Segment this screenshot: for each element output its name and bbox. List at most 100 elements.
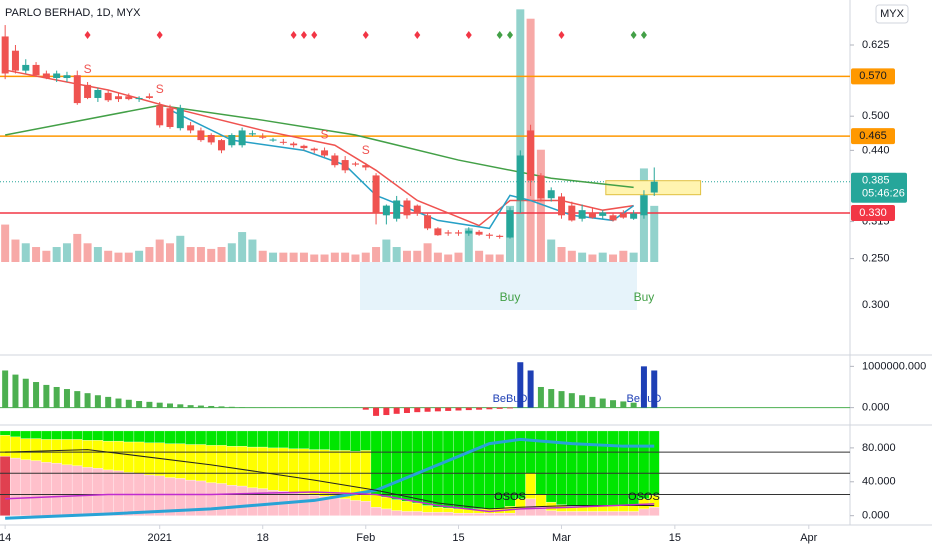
volume-bar	[650, 205, 659, 262]
candle-body	[506, 210, 514, 238]
level-label: 0.570	[859, 70, 887, 82]
stack-segment	[0, 430, 11, 436]
currency-box[interactable]	[875, 4, 909, 24]
x-tick-label: 2021	[147, 532, 171, 544]
volume-bar	[11, 239, 20, 262]
stack-segment	[628, 511, 639, 516]
stack-segment	[205, 430, 217, 446]
stack-segment	[102, 440, 114, 471]
stack-segment	[113, 440, 124, 471]
candle-body	[578, 210, 586, 219]
candle-body	[393, 200, 401, 219]
stack-segment	[82, 440, 93, 468]
volume-bar	[135, 250, 144, 262]
volume-bar	[114, 252, 123, 262]
volume-bar	[536, 149, 545, 262]
stack-segment	[329, 450, 341, 499]
stack-segment	[432, 507, 444, 513]
histogram-bar	[403, 407, 410, 413]
histogram-bar	[84, 393, 91, 408]
histogram-bar	[537, 386, 544, 408]
stack-segment	[545, 510, 557, 516]
stack-segment	[308, 430, 320, 450]
stack-segment	[175, 430, 186, 444]
stack-segment	[401, 501, 413, 512]
stack-segment	[267, 430, 279, 449]
y-tick-label: 0.625	[862, 39, 890, 51]
candle-body	[558, 196, 566, 216]
countdown: 05:46:26	[862, 188, 905, 200]
stack-segment	[51, 439, 62, 464]
volume-bar	[454, 252, 463, 262]
stack-segment	[92, 440, 104, 469]
stack-segment	[10, 457, 21, 516]
signal-diamond	[507, 31, 513, 39]
stack-segment	[401, 511, 413, 516]
stack-segment	[247, 446, 258, 488]
candle-body	[527, 130, 535, 181]
stack-segment	[92, 468, 104, 516]
stack-segment	[411, 511, 423, 516]
candle-body	[290, 143, 298, 146]
volume-bar	[485, 254, 494, 262]
histogram-bar	[167, 403, 173, 408]
stack-segment	[587, 511, 598, 516]
stack-segment	[391, 510, 402, 516]
stack-segment	[51, 430, 62, 440]
histogram-bar	[455, 407, 462, 411]
histogram-bar	[136, 401, 143, 408]
stack-segment	[216, 430, 227, 446]
stack-segment	[308, 449, 320, 496]
stack-segment	[535, 494, 547, 508]
histogram-bar	[517, 362, 524, 408]
stack-segment	[411, 502, 423, 512]
volume-bar	[104, 250, 113, 262]
stack-segment	[20, 430, 32, 439]
stack-segment	[61, 430, 73, 440]
signal-diamond	[414, 31, 421, 39]
stack-segment	[607, 511, 619, 516]
histogram-bar	[74, 391, 81, 408]
stack-segment	[226, 430, 238, 447]
candle-body	[475, 231, 483, 235]
last-price-box	[851, 172, 907, 203]
histogram-bar	[208, 405, 215, 408]
candle-body	[413, 205, 421, 214]
candle-body	[166, 108, 174, 128]
stack-segment	[401, 430, 413, 502]
stack-segment	[41, 462, 52, 516]
stack-segment	[597, 430, 609, 507]
currency[interactable]: MYX	[880, 8, 905, 20]
histogram-bar	[218, 406, 225, 408]
histogram-bar	[527, 370, 534, 408]
stack-segment	[51, 462, 62, 516]
stack-segment	[597, 506, 609, 512]
stack-segment	[381, 496, 392, 510]
volume-bar	[588, 254, 597, 262]
histogram-bar	[486, 407, 493, 410]
candle-body	[228, 134, 236, 146]
stack-segment	[216, 445, 227, 484]
histogram-bar	[197, 405, 204, 408]
candle-body	[568, 205, 576, 221]
candle-body	[351, 163, 359, 165]
stack-segment	[350, 500, 361, 516]
signal-diamond	[630, 31, 637, 39]
volume-bar	[423, 243, 432, 262]
volume-bar	[73, 233, 82, 262]
signal-diamond	[300, 31, 307, 39]
y-tick-label: 0.250	[862, 252, 890, 264]
volume-bar	[83, 243, 92, 262]
histogram-bar	[589, 396, 596, 408]
overlay-tick-label: 0.300	[862, 299, 890, 311]
stack-segment	[576, 430, 588, 507]
stack-segment	[607, 430, 619, 507]
histogram-bar	[640, 366, 647, 408]
stack-segment	[648, 507, 660, 516]
candle-body	[1, 36, 9, 74]
volume-bar	[557, 247, 566, 262]
stack-segment	[61, 464, 73, 516]
candle-body	[547, 190, 555, 199]
histogram-bar	[105, 396, 112, 408]
